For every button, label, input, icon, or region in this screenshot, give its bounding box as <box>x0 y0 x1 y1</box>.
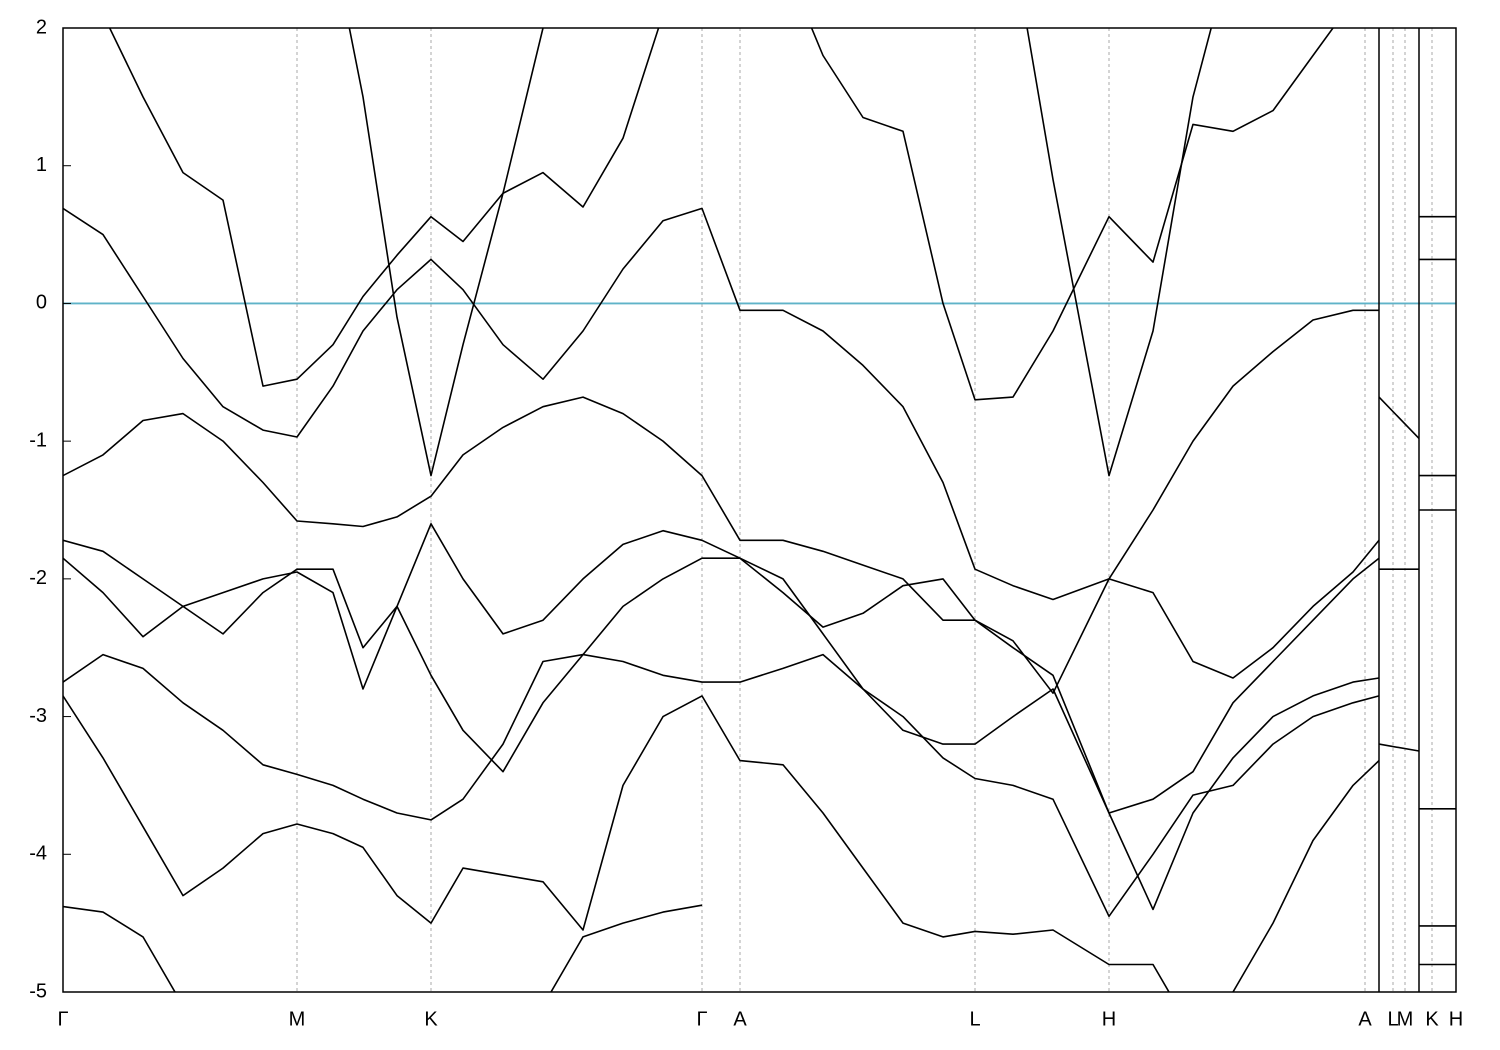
x-tick-label: H <box>1449 1008 1463 1030</box>
plot-frame <box>62 27 1457 993</box>
x-tick-label: K <box>1425 1008 1439 1030</box>
x-tick-label: A <box>733 1008 747 1030</box>
y-tick-label: -2 <box>29 567 47 589</box>
band-line <box>63 904 703 992</box>
x-tick-label: K <box>424 1008 438 1030</box>
band-line <box>1378 743 1420 752</box>
y-tick-label: -4 <box>29 843 47 865</box>
band-line <box>63 207 1379 601</box>
y-tick-label: -5 <box>29 980 47 1002</box>
band-line <box>63 523 1380 814</box>
x-tick-label: Γ <box>57 1008 68 1030</box>
x-tick-label: Γ <box>696 1008 707 1030</box>
y-tick-label: 1 <box>36 154 47 176</box>
band-line <box>63 396 1380 694</box>
y-tick-label: -1 <box>29 429 47 451</box>
band-line <box>63 695 1380 992</box>
y-tick-label: 0 <box>36 292 47 314</box>
band-line <box>108 28 1334 401</box>
x-tick-label: L <box>969 1008 980 1030</box>
x-tick-label: L <box>1387 1008 1398 1030</box>
band-line <box>1378 396 1420 439</box>
x-tick-label: M <box>1397 1008 1414 1030</box>
x-tick-label: M <box>289 1008 306 1030</box>
band-line <box>63 557 1380 911</box>
band-line <box>348 28 1213 477</box>
y-tick-label: -3 <box>29 705 47 727</box>
x-tick-label: A <box>1358 1008 1372 1030</box>
y-tick-label: 2 <box>36 16 47 38</box>
x-tick-label: H <box>1102 1008 1116 1030</box>
bands <box>63 28 1456 992</box>
band-line <box>63 653 1380 918</box>
